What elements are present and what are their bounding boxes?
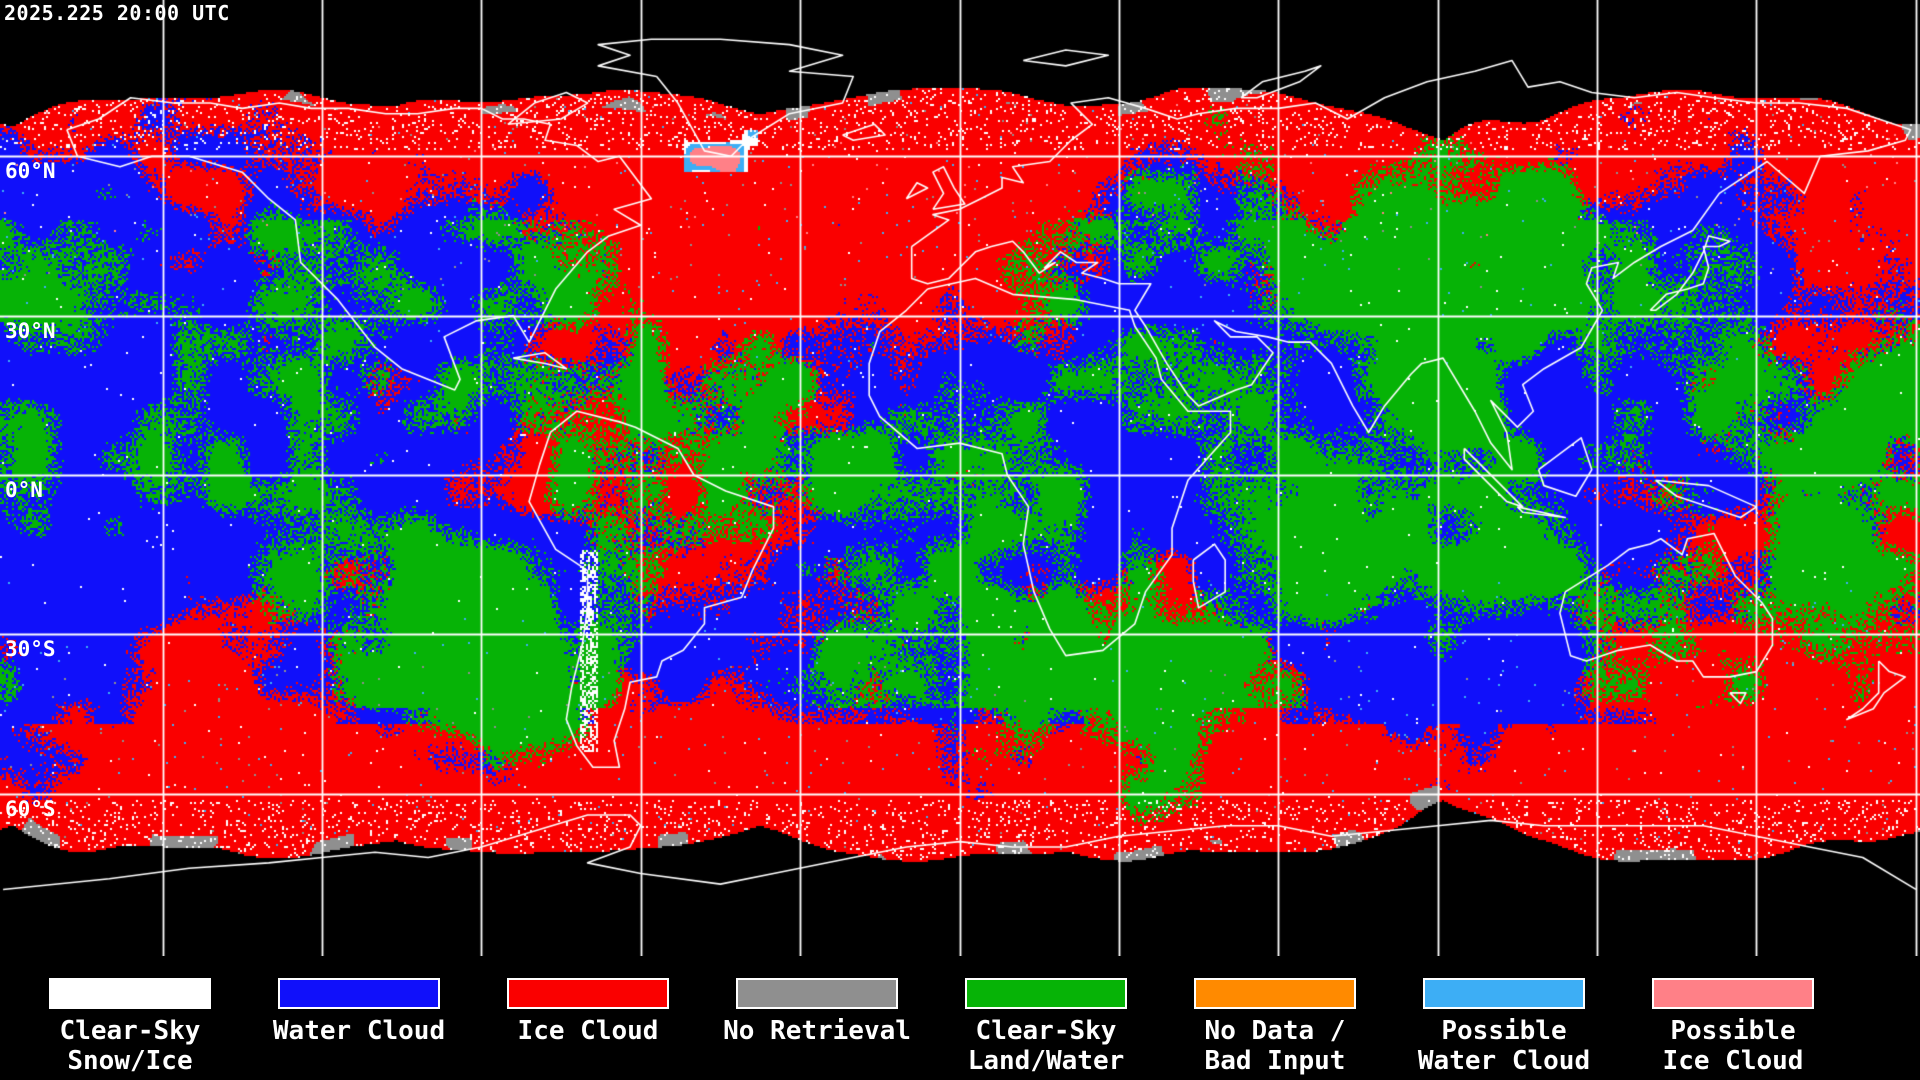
legend-label: Possible Ice Cloud <box>1662 1016 1804 1076</box>
latitude-label: 30°N <box>5 318 56 343</box>
legend-label: Water Cloud <box>272 1016 446 1046</box>
cloud-mask-map-canvas <box>0 0 1920 956</box>
legend-label: Possible Water Cloud <box>1417 1016 1591 1076</box>
legend-item: Clear-Sky Snow/Ice <box>15 978 245 1078</box>
latitude-label: 30°S <box>5 637 56 662</box>
legend-color-swatch <box>1194 978 1356 1009</box>
legend-color-swatch <box>1423 978 1585 1009</box>
legend-item: Possible Water Cloud <box>1389 978 1619 1078</box>
legend-color-swatch <box>278 978 440 1009</box>
legend-item: No Retrieval <box>702 978 932 1078</box>
legend-label: No Retrieval <box>723 1016 911 1046</box>
latitude-label: 60°N <box>5 159 56 184</box>
legend-color-swatch <box>1652 978 1814 1009</box>
legend-item: No Data / Bad Input <box>1160 978 1390 1078</box>
latitude-label: 60°S <box>5 796 56 821</box>
legend-color-swatch <box>736 978 898 1009</box>
legend-item: Water Cloud <box>244 978 474 1078</box>
legend-label: Clear-Sky Snow/Ice <box>59 1016 201 1076</box>
legend-item: Ice Cloud <box>473 978 703 1078</box>
legend-item: Possible Ice Cloud <box>1618 978 1848 1078</box>
legend-label: No Data / Bad Input <box>1204 1016 1346 1076</box>
legend-color-swatch <box>965 978 1127 1009</box>
legend-label: Ice Cloud <box>517 1016 659 1046</box>
legend-item: Clear-Sky Land/Water <box>931 978 1161 1078</box>
legend-label: Clear-Sky Land/Water <box>967 1016 1125 1076</box>
legend-color-swatch <box>507 978 669 1009</box>
latitude-label: 0°N <box>5 478 43 502</box>
timestamp-label: 2025.225 20:00 UTC <box>4 1 230 25</box>
legend-color-swatch <box>49 978 211 1009</box>
